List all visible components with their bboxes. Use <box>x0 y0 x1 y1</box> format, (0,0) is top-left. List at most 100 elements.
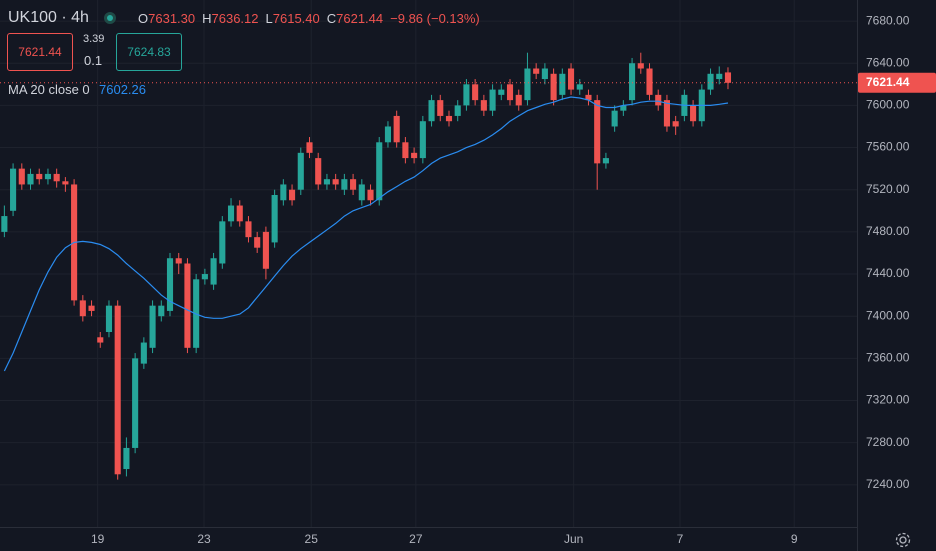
x-tick-label: 19 <box>91 532 105 546</box>
candle-body <box>1 216 8 232</box>
ohlc-key: H <box>202 11 212 26</box>
candle-body <box>62 181 69 185</box>
ohlc-key: O <box>138 11 149 26</box>
candle-body <box>323 179 330 185</box>
candle-body <box>105 305 113 333</box>
candle-body <box>550 73 557 101</box>
candle-body <box>315 158 322 185</box>
candle-body <box>637 63 644 69</box>
candle-body <box>297 152 304 190</box>
ohlc-value: 7636.12 <box>211 11 259 26</box>
spread: 3.39 <box>83 33 105 45</box>
candle-body <box>646 68 653 95</box>
candle-body <box>567 68 575 90</box>
candle-body <box>559 73 566 95</box>
candle-body <box>18 168 25 185</box>
buy-button[interactable]: 7624.83 <box>116 33 182 71</box>
ohlc-key: C <box>326 11 337 26</box>
candle-body <box>358 184 365 201</box>
candle-body <box>280 184 287 201</box>
ohlc-value: 7621.44 <box>336 11 384 26</box>
candle-body <box>655 94 662 106</box>
candle-body <box>428 100 435 122</box>
y-tick-label: 7520.00 <box>866 182 910 196</box>
candle-body <box>27 173 34 185</box>
symbol-title[interactable]: UK100 · 4h <box>8 9 89 26</box>
candle-body <box>498 89 505 95</box>
candle-body <box>44 173 52 180</box>
candle-body <box>367 189 374 201</box>
x-tick-label: 7 <box>677 532 684 546</box>
candle-body <box>114 305 121 475</box>
y-tick-label: 7240.00 <box>866 477 910 491</box>
ohlc-value: 7631.30 <box>148 11 196 26</box>
candle-body <box>140 342 147 364</box>
sell-button[interactable]: 7621.44 <box>7 33 73 71</box>
candle-body <box>620 105 627 111</box>
x-tick-label: 23 <box>197 532 211 546</box>
y-tick-label: 7640.00 <box>866 55 910 69</box>
candle-body <box>236 205 243 222</box>
candle-body <box>716 73 723 80</box>
moving-average-line <box>3 96 729 372</box>
candle-body <box>594 100 601 164</box>
candle-body <box>166 258 174 311</box>
candle-body <box>262 231 269 269</box>
candle-body <box>289 189 296 201</box>
candle-body <box>88 305 95 311</box>
x-tick-label: Jun <box>564 532 583 546</box>
candle-body <box>454 105 461 116</box>
candle-body <box>306 142 313 153</box>
candle-body <box>707 73 714 90</box>
candle-body <box>271 194 278 243</box>
change: −9.86 (−0.13%) <box>390 11 480 26</box>
ohlc-value: 7615.40 <box>272 11 320 26</box>
candle-body <box>97 337 104 343</box>
candle-body <box>184 263 191 348</box>
candle-body <box>506 84 514 101</box>
ohlc-legend: O7631.30 H7636.12 L7615.40 C7621.44 −9.86 (−… <box>138 11 480 26</box>
last-price-tag <box>858 72 936 93</box>
candle-body <box>210 258 217 285</box>
indicator-name[interactable]: MA 20 close 0 <box>8 82 90 97</box>
last-price-label: 7621.44 <box>866 75 910 89</box>
candle-body <box>611 110 618 127</box>
y-tick-label: 7280.00 <box>866 435 910 449</box>
candle-body <box>463 84 470 106</box>
candle-body <box>524 68 531 101</box>
candle-body <box>123 447 130 470</box>
candle-body <box>402 142 409 159</box>
x-tick-label: 27 <box>409 532 423 546</box>
x-tick-label: 25 <box>305 532 319 546</box>
candle-body <box>350 179 357 190</box>
candle-body <box>384 126 392 143</box>
candle-body <box>515 94 522 106</box>
candle-body <box>489 89 496 111</box>
y-tick-label: 7560.00 <box>866 140 910 154</box>
candle-body <box>663 100 670 127</box>
x-tick-label: 9 <box>791 532 798 546</box>
y-tick-label: 7600.00 <box>866 98 910 112</box>
candle-body <box>132 358 139 448</box>
ohlc-key: L <box>265 11 273 26</box>
candle-body <box>332 179 339 185</box>
candle-body <box>411 152 418 159</box>
indicator-value: 7602.26 <box>99 82 146 97</box>
y-tick-label: 7320.00 <box>866 393 910 407</box>
y-tick-label: 7680.00 <box>866 13 910 27</box>
candle-body <box>254 237 261 248</box>
y-tick-label: 7360.00 <box>866 351 910 365</box>
candle-body <box>219 221 226 264</box>
candle-body <box>341 179 348 190</box>
candle-body <box>175 258 182 264</box>
candle-body <box>576 84 583 90</box>
candle-body <box>533 68 540 74</box>
status-dot <box>104 12 116 24</box>
candle-body <box>419 121 426 159</box>
candle-body <box>602 158 609 164</box>
y-tick-label: 7480.00 <box>866 224 910 238</box>
candle-body <box>437 100 444 116</box>
candle-body <box>245 221 252 238</box>
